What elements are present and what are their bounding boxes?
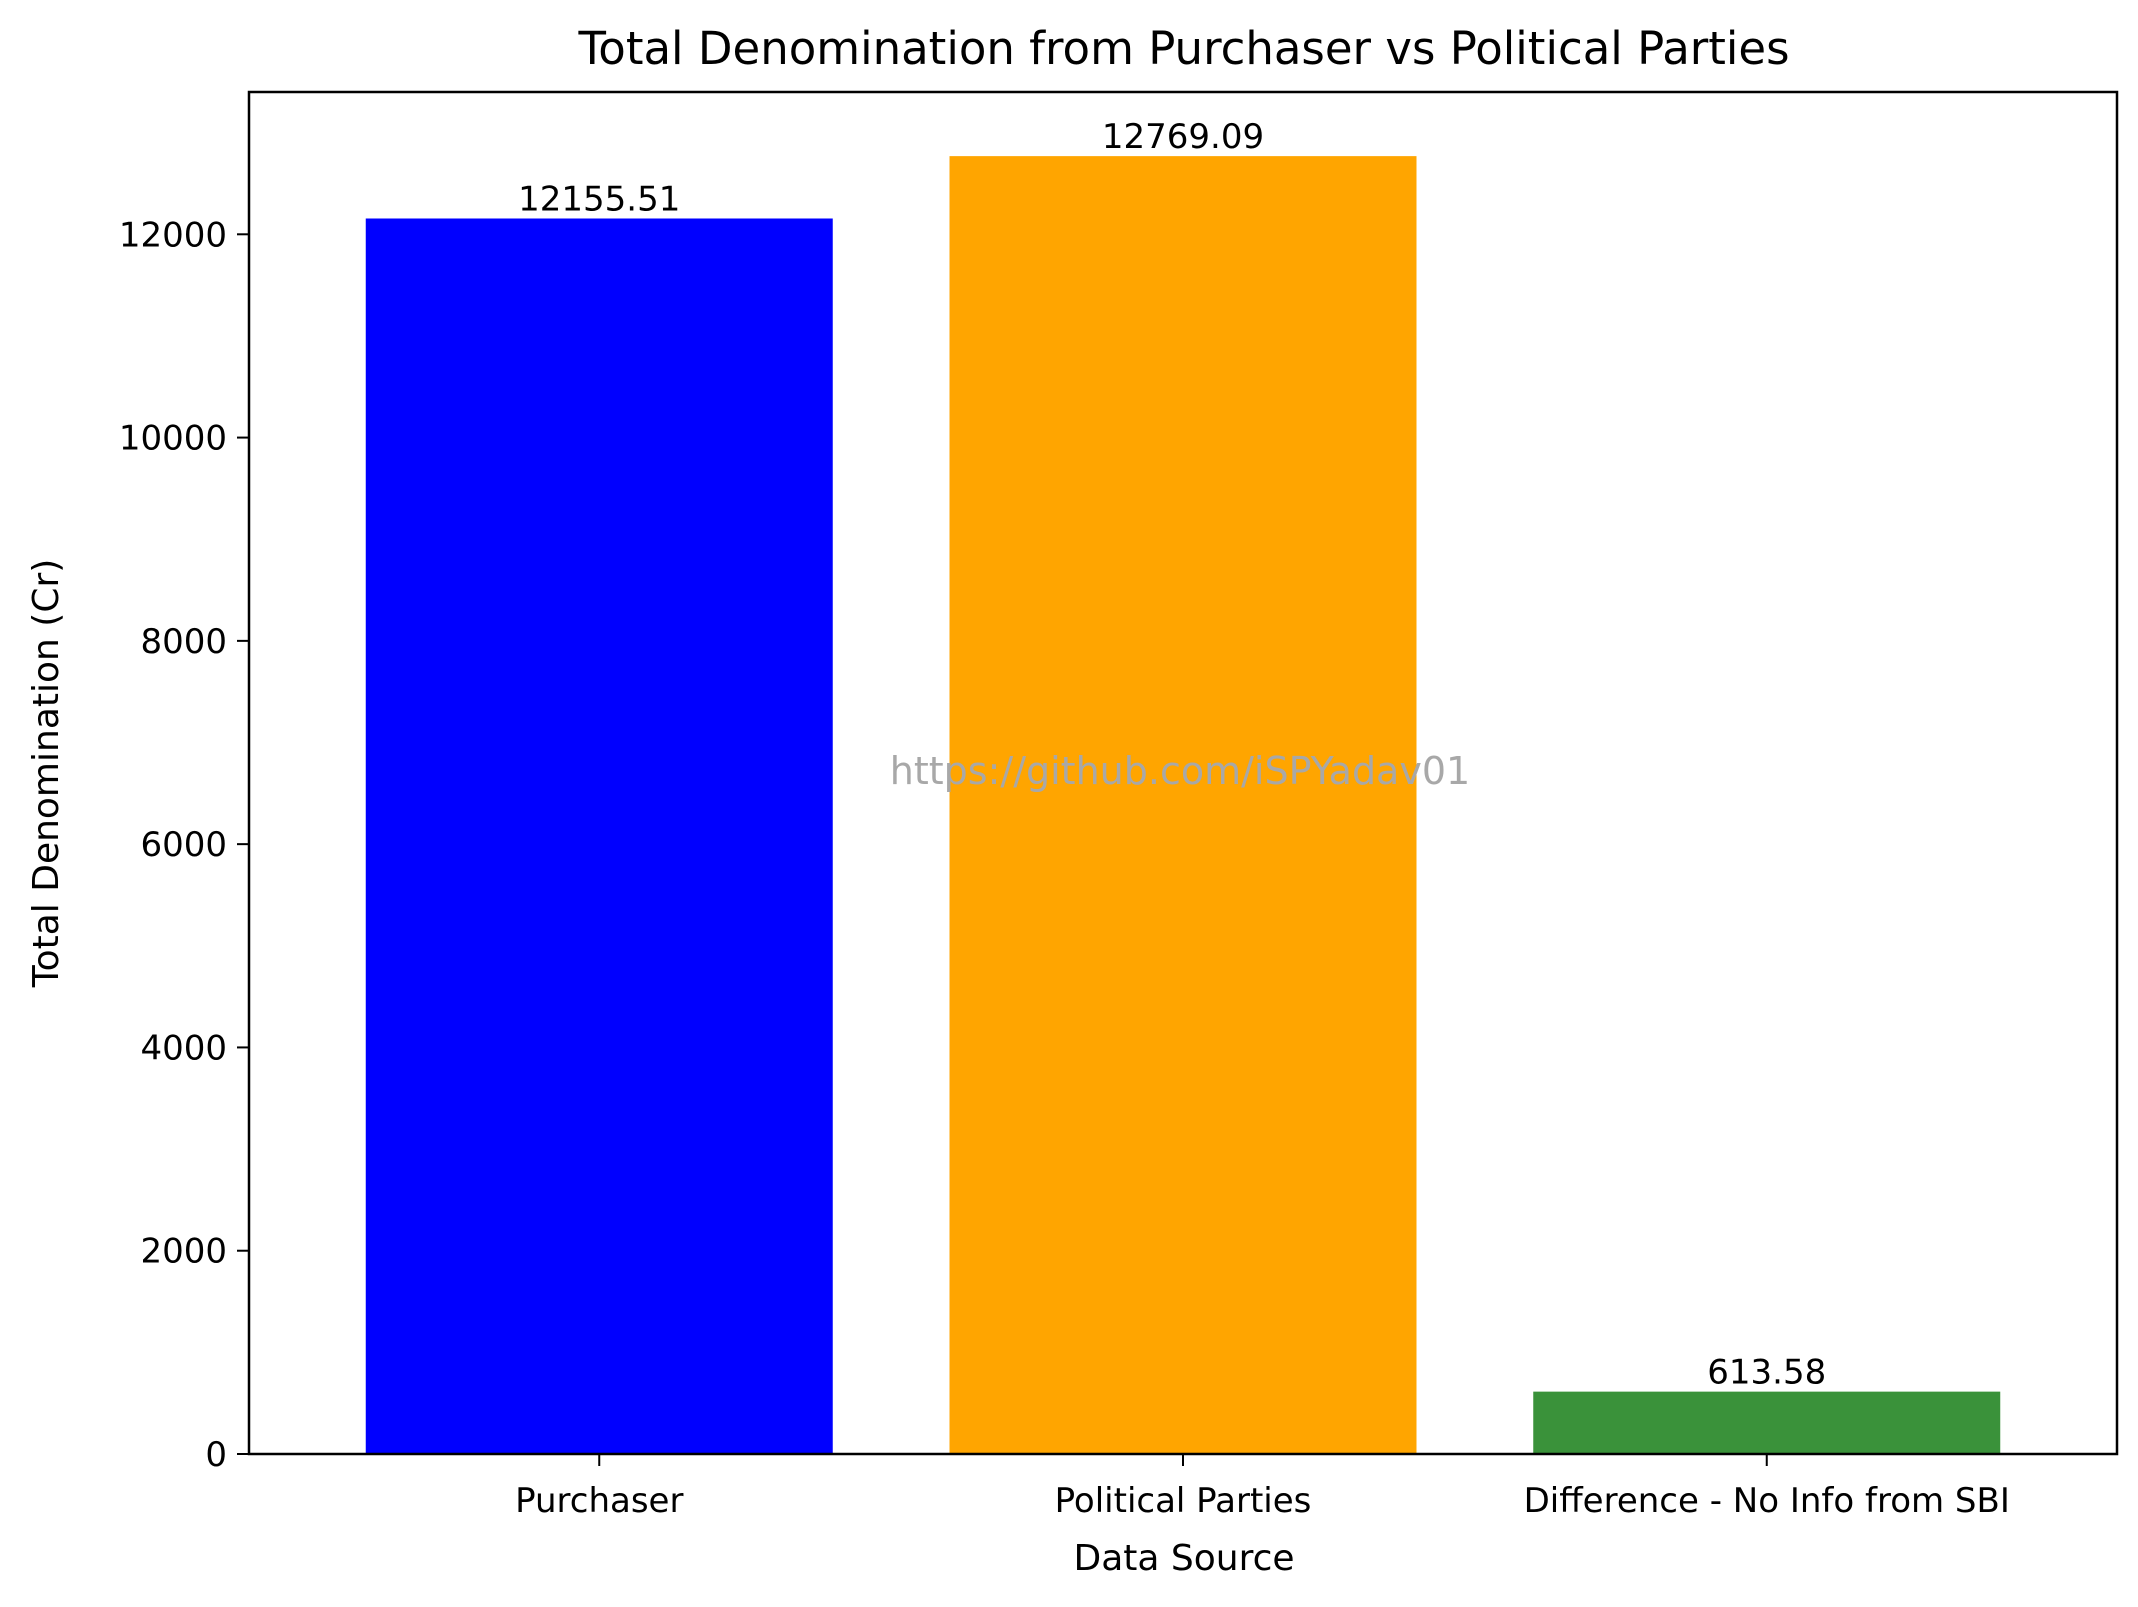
y-tick-label: 6000 <box>140 825 227 865</box>
y-tick-label: 0 <box>205 1435 227 1475</box>
chart-title: Total Denomination from Purchaser vs Pol… <box>577 22 1789 75</box>
bar <box>365 218 833 1454</box>
bar-value-label: 12769.09 <box>1102 117 1264 157</box>
y-tick-label: 10000 <box>119 419 227 459</box>
bar-value-label: 613.58 <box>1707 1353 1826 1393</box>
watermark-text: https://github.com/iSPYadav01 <box>890 749 1470 793</box>
x-tick-label: Purchaser <box>515 1481 683 1521</box>
bar-value-label: 12155.51 <box>518 179 680 219</box>
bar <box>949 156 1417 1454</box>
x-tick-label: Political Parties <box>1055 1481 1312 1521</box>
y-tick-label: 12000 <box>119 215 227 255</box>
bar <box>1533 1391 2001 1454</box>
y-tick-label: 8000 <box>140 622 227 662</box>
y-axis-label: Total Denomination (Cr) <box>26 559 67 989</box>
y-axis-ticks: 0 2000 4000 6000 8000 10000 12000 <box>119 215 249 1475</box>
x-axis-ticks: Purchaser Political Parties Difference - N… <box>515 1454 2010 1521</box>
bar-labels-group: 12155.51 12769.09 613.58 <box>518 117 1826 1393</box>
bars-group <box>365 156 2001 1454</box>
y-tick-label: 2000 <box>140 1232 227 1272</box>
x-axis-label: Data Source <box>1073 1538 1294 1579</box>
y-tick-label: 4000 <box>140 1028 227 1068</box>
x-tick-label: Difference - No Info from SBI <box>1524 1481 2010 1521</box>
